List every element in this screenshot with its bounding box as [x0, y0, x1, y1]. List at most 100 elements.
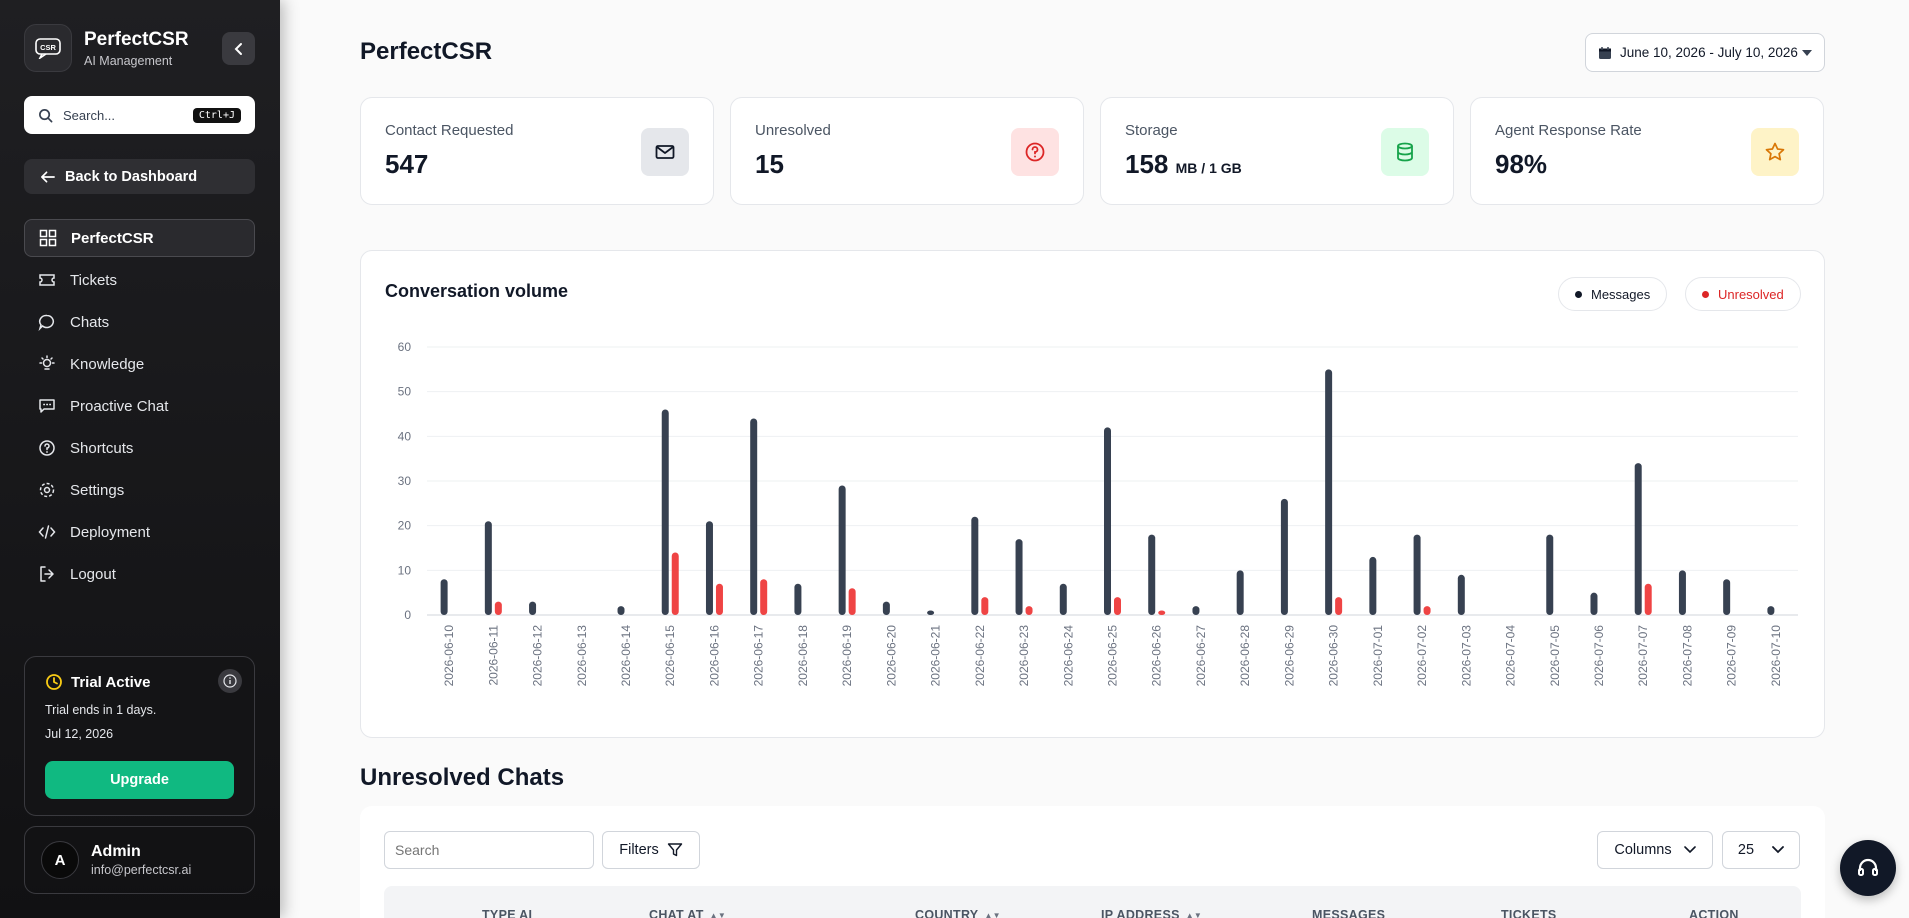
x-tick-label: 2026-06-10 [442, 625, 456, 687]
sidebar-item-deployment[interactable]: Deployment [24, 513, 255, 551]
bar-messages [529, 601, 537, 615]
sidebar-item-shortcuts[interactable]: Shortcuts [24, 429, 255, 467]
stat-icon-box [1381, 128, 1429, 176]
x-tick-label: 2026-07-09 [1725, 625, 1739, 687]
bar-messages [882, 601, 890, 615]
sidebar-nav: PerfectCSR Tickets Chats Knowledge Proac… [24, 219, 255, 597]
chevron-down-icon [1683, 846, 1696, 854]
sidebar-item-logout[interactable]: Logout [24, 555, 255, 593]
bar-messages [838, 485, 846, 615]
info-icon [223, 674, 237, 688]
user-profile[interactable]: A Admin info@perfectcsr.ai [24, 826, 255, 894]
sort-icon: ▲▼ [984, 910, 1001, 918]
date-range-label: June 10, 2026 - July 10, 2026 [1620, 45, 1798, 60]
column-header-messages[interactable]: MESSAGES [1312, 908, 1386, 918]
brand[interactable]: CSR PerfectCSR AI Management [24, 24, 189, 72]
stat-value: 15 [755, 149, 784, 179]
x-tick-label: 2026-06-25 [1106, 625, 1120, 687]
bar-messages [705, 521, 713, 615]
legend-dot [1702, 290, 1709, 298]
x-tick-label: 2026-06-18 [796, 625, 810, 687]
sidebar-item-tickets[interactable]: Tickets [24, 261, 255, 299]
bar-messages [1059, 583, 1067, 615]
stat-value: 158 MB / 1 GB [1125, 149, 1242, 179]
bar-unresolved [1025, 606, 1033, 615]
x-tick-label: 2026-06-22 [973, 625, 987, 687]
column-header-ip-address[interactable]: IP ADDRESS ▲▼ [1101, 908, 1203, 918]
y-tick-label: 10 [398, 563, 412, 577]
bar-messages [1148, 534, 1156, 615]
bar-messages [484, 521, 492, 615]
bar-messages [927, 610, 935, 615]
sidebar-item-knowledge[interactable]: Knowledge [24, 345, 255, 383]
x-tick-label: 2026-07-07 [1636, 625, 1650, 687]
column-header-type-ai[interactable]: TYPE AI [482, 908, 533, 918]
search-placeholder: Search... [63, 107, 116, 123]
grid-icon [39, 229, 57, 247]
date-range-picker[interactable]: June 10, 2026 - July 10, 2026 [1585, 33, 1825, 72]
sidebar-search[interactable]: Search... Ctrl+J [24, 96, 255, 134]
brand-name: PerfectCSR [84, 28, 189, 50]
x-tick-label: 2026-06-27 [1194, 625, 1208, 687]
bar-messages [1634, 463, 1642, 615]
stat-card-storage: Storage 158 MB / 1 GB [1100, 97, 1454, 205]
stat-card-contact-requested: Contact Requested 547 [360, 97, 714, 205]
stat-label: Unresolved [755, 122, 831, 139]
stat-label: Agent Response Rate [1495, 122, 1642, 139]
x-tick-label: 2026-06-14 [619, 625, 633, 687]
x-tick-label: 2026-07-03 [1459, 625, 1473, 687]
stat-label: Storage [1125, 122, 1178, 139]
stat-label: Contact Requested [385, 122, 514, 139]
sidebar-item-settings[interactable]: Settings [24, 471, 255, 509]
bar-messages [1192, 606, 1200, 615]
svg-text:CSR: CSR [40, 43, 56, 52]
bar-unresolved [848, 588, 856, 615]
user-email: info@perfectcsr.ai [91, 863, 192, 877]
bar-unresolved [1114, 597, 1121, 615]
sort-icon: ▲▼ [1185, 910, 1203, 918]
support-chat-button[interactable] [1840, 840, 1896, 896]
sidebar-item-perfectcsr[interactable]: PerfectCSR [24, 219, 255, 257]
column-header-chat-at[interactable]: CHAT AT ▲▼ [649, 908, 727, 918]
chevron-down-icon [1772, 846, 1784, 854]
x-tick-label: 2026-06-12 [531, 625, 545, 687]
table-search-input[interactable] [384, 831, 594, 869]
legend-unresolved[interactable]: Unresolved [1685, 277, 1801, 311]
legend-messages[interactable]: Messages [1558, 277, 1668, 311]
upgrade-button[interactable]: Upgrade [45, 761, 234, 799]
sidebar-item-proactive-chat[interactable]: Proactive Chat [24, 387, 255, 425]
columns-button[interactable]: Columns [1597, 831, 1713, 869]
trial-card: Trial Active Trial ends in 1 days. Jul 1… [24, 656, 255, 816]
trial-date: Jul 12, 2026 [45, 727, 114, 741]
x-tick-label: 2026-06-30 [1327, 625, 1341, 687]
bar-messages [750, 418, 758, 615]
search-shortcut: Ctrl+J [192, 107, 241, 123]
legend-dot [1575, 290, 1582, 298]
sidebar-item-chats[interactable]: Chats [24, 303, 255, 341]
bar-messages [1546, 534, 1554, 615]
stat-icon-box [1751, 128, 1799, 176]
y-tick-label: 20 [398, 519, 412, 533]
bar-messages [971, 516, 979, 615]
calendar-icon [1599, 46, 1611, 59]
bar-unresolved [1158, 610, 1166, 615]
bar-messages [1413, 534, 1421, 615]
x-tick-label: 2026-06-16 [707, 625, 721, 687]
filter-icon [667, 843, 682, 857]
unresolved-chats-title: Unresolved Chats [360, 764, 565, 791]
x-tick-label: 2026-06-17 [752, 625, 766, 687]
x-tick-label: 2026-06-28 [1238, 625, 1252, 687]
page-size-select[interactable]: 25 [1722, 831, 1800, 869]
collapse-sidebar-button[interactable] [222, 32, 255, 65]
bar-unresolved [494, 601, 502, 615]
filters-button[interactable]: Filters [602, 831, 700, 869]
table-header: TYPE AI CHAT AT ▲▼ COUNTRY ▲▼ IP ADDRESS ▲▼… [384, 886, 1801, 918]
column-header-action[interactable]: ACTION [1689, 908, 1739, 918]
stat-icon-box [641, 128, 689, 176]
back-to-dashboard-button[interactable]: Back to Dashboard [24, 159, 255, 194]
column-header-country[interactable]: COUNTRY ▲▼ [915, 908, 1001, 918]
column-header-tickets[interactable]: TICKETS [1501, 908, 1557, 918]
search-icon [39, 108, 53, 122]
help-circle-icon [1025, 142, 1045, 162]
trial-info-button[interactable] [218, 669, 242, 693]
